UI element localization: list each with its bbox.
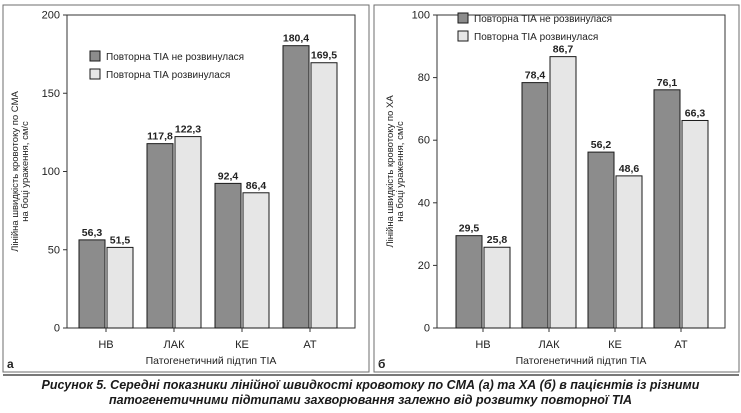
panel-frame [373, 4, 740, 373]
data-label: 92,4 [218, 170, 239, 182]
panel-frame [2, 4, 370, 373]
caption-lead: Рисунок 5. [41, 378, 107, 392]
legend-swatch [89, 50, 101, 62]
bar [146, 143, 174, 329]
chart-panel-b: 0 20 40 60 80 100 Лінійна швидкість кровотоку … [373, 4, 740, 373]
bar [242, 192, 270, 329]
bar [174, 136, 202, 329]
data-label: 56,2 [591, 139, 612, 151]
y-tick-label: 50 [48, 244, 60, 256]
y-axis-label: Лінійна швидкість кровотоку по СМА [10, 91, 21, 252]
data-label: 169,5 [311, 50, 337, 62]
panel-label: б [378, 357, 385, 371]
x-axis-label: Патогенетичний підтип ТІА [146, 355, 277, 367]
legend-swatch [457, 12, 469, 24]
chart-panel-a: 0 50 100 150 200 Лінійна швидкість кровотоку … [2, 4, 370, 373]
data-label: 51,5 [110, 234, 131, 246]
bar [78, 239, 106, 329]
bar [615, 175, 643, 329]
data-label: 56,3 [82, 227, 103, 239]
legend-label: Повторна ТІА не розвинулася [474, 14, 612, 25]
figure-caption: Рисунок 5. Середні показники лінійної шв… [0, 378, 741, 408]
bar [587, 151, 615, 329]
data-label: 48,6 [619, 163, 640, 175]
y-axis-label: на боці ураження, см/с [395, 121, 406, 222]
y-axis-label: на боці ураження, см/с [20, 121, 31, 222]
bar [455, 235, 483, 329]
bar [282, 45, 310, 329]
x-tick-label: НВ [475, 339, 490, 351]
bar [106, 246, 134, 329]
y-tick-label: 0 [54, 323, 60, 335]
bar [214, 182, 242, 329]
legend-label: Повторна ТІА розвинулася [106, 70, 230, 81]
legend-swatch [89, 68, 101, 80]
y-tick-label: 200 [42, 10, 60, 22]
y-tick-label: 60 [418, 135, 430, 147]
y-tick-label: 100 [412, 10, 430, 22]
x-tick-label: ЛАК [164, 339, 186, 351]
data-label: 76,1 [657, 77, 678, 89]
x-tick-label: АТ [303, 339, 316, 351]
y-tick-label: 0 [424, 323, 430, 335]
y-axis-label: Лінійна швидкість кровотоку по ХА [385, 95, 396, 248]
x-axis-label: Патогенетичний підтип ТІА [516, 355, 647, 367]
bar [681, 119, 709, 329]
legend-label: Повторна ТІА розвинулася [474, 32, 598, 43]
data-label: 29,5 [459, 223, 480, 235]
data-label: 122,3 [175, 124, 201, 136]
panel-label: а [7, 357, 14, 371]
caption-line-1: Середні показники лінійної швидкості кро… [110, 378, 700, 392]
x-tick-label: КЕ [608, 339, 622, 351]
x-tick-label: НВ [98, 339, 113, 351]
data-label: 86,7 [553, 44, 574, 56]
data-label: 78,4 [525, 70, 546, 82]
bar [521, 82, 549, 329]
caption-line-2: патогенетичними підтипами захворювання з… [109, 393, 632, 407]
x-tick-label: КЕ [235, 339, 249, 351]
x-tick-label: ЛАК [539, 339, 561, 351]
data-label: 86,4 [246, 180, 267, 192]
y-tick-label: 40 [418, 197, 430, 209]
y-tick-label: 100 [42, 166, 60, 178]
plot-area [436, 14, 726, 329]
bar [310, 62, 338, 329]
y-tick-label: 20 [418, 260, 430, 272]
bar [483, 246, 511, 329]
x-tick-label: АТ [674, 339, 687, 351]
data-label: 180,4 [283, 33, 309, 45]
bar [549, 56, 577, 329]
y-tick-label: 150 [42, 88, 60, 100]
legend-label: Повторна ТІА не розвинулася [106, 52, 244, 63]
data-label: 66,3 [685, 107, 706, 119]
y-tick-label: 80 [418, 72, 430, 84]
bar [653, 89, 681, 329]
legend-swatch [457, 30, 469, 42]
data-label: 25,8 [487, 234, 508, 246]
data-label: 117,8 [147, 131, 173, 143]
